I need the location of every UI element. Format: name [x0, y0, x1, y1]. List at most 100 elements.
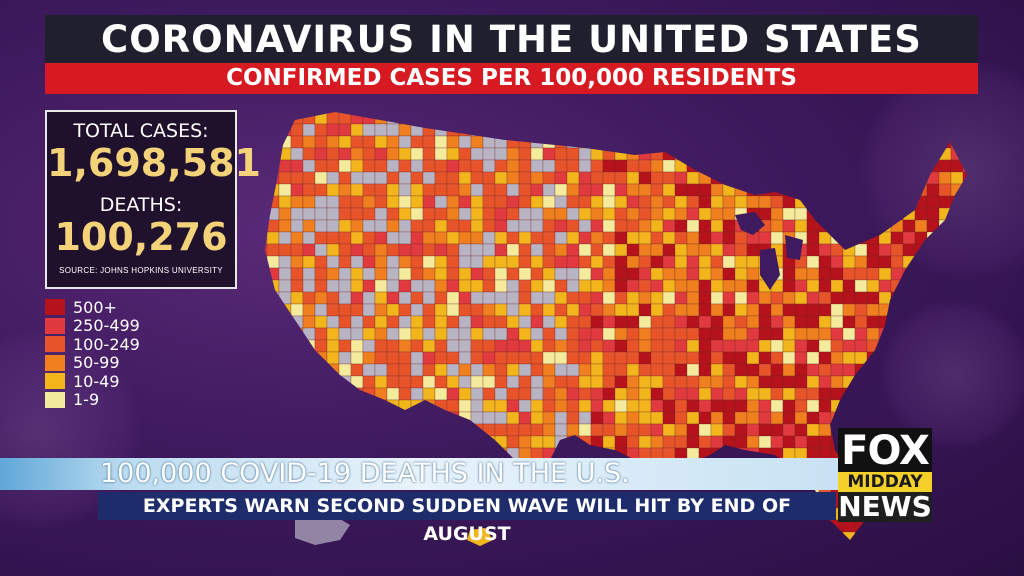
county-cell — [410, 159, 424, 173]
county-cell — [314, 183, 328, 197]
county-cell — [590, 112, 604, 113]
county-cell — [938, 495, 952, 509]
county-cell — [482, 159, 496, 173]
county-cell — [302, 291, 316, 305]
county-cell — [506, 243, 520, 257]
county-cell — [770, 112, 784, 113]
county-cell — [890, 363, 904, 377]
county-cell — [626, 219, 640, 233]
county-cell — [626, 171, 640, 185]
county-cell — [278, 291, 292, 305]
county-cell — [434, 112, 448, 113]
county-cell — [806, 531, 820, 540]
county-cell — [265, 267, 268, 281]
county-cell — [494, 147, 508, 161]
county-cell — [578, 135, 592, 149]
county-cell — [590, 243, 604, 257]
county-cell — [265, 351, 268, 365]
county-cell — [494, 267, 508, 281]
county-cell — [770, 519, 784, 533]
county-cell — [794, 399, 808, 413]
county-cell — [338, 159, 352, 173]
county-cell — [482, 351, 496, 365]
county-cell — [746, 375, 760, 389]
county-cell — [266, 399, 280, 413]
county-cell — [650, 171, 664, 185]
county-cell — [398, 399, 412, 413]
county-cell — [650, 435, 664, 449]
county-cell — [830, 171, 844, 185]
county-cell — [470, 435, 484, 449]
county-cell — [578, 183, 592, 197]
county-cell — [626, 531, 640, 540]
county-cell — [554, 243, 568, 257]
county-cell — [782, 195, 796, 209]
county-cell — [554, 112, 568, 125]
county-cell — [350, 255, 364, 269]
county-cell — [266, 315, 280, 329]
county-cell — [782, 339, 796, 353]
county-cell — [518, 123, 532, 137]
county-cell — [542, 219, 556, 233]
county-cell — [518, 291, 532, 305]
county-cell — [278, 519, 292, 533]
county-cell — [494, 435, 508, 449]
county-cell — [470, 159, 484, 173]
county-cell — [266, 147, 280, 161]
county-cell — [626, 399, 640, 413]
county-cell — [878, 279, 892, 293]
county-cell — [818, 195, 832, 209]
county-cell — [638, 279, 652, 293]
county-cell — [458, 351, 472, 365]
county-cell — [746, 363, 760, 377]
county-cell — [806, 112, 820, 125]
county-cell — [494, 112, 508, 125]
county-cell — [506, 375, 520, 389]
county-cell — [638, 435, 652, 449]
county-cell — [878, 351, 892, 365]
county-cell — [962, 495, 967, 509]
county-cell — [482, 243, 496, 257]
county-cell — [698, 291, 712, 305]
county-cell — [590, 351, 604, 365]
county-cell — [890, 171, 904, 185]
county-cell — [266, 435, 280, 449]
county-cell — [602, 255, 616, 269]
county-cell — [566, 315, 580, 329]
county-cell — [626, 267, 640, 281]
county-cell — [530, 207, 544, 221]
county-cell — [578, 387, 592, 401]
legend-item: 500+ — [45, 298, 140, 317]
county-cell — [866, 279, 880, 293]
county-cell — [410, 399, 424, 413]
county-cell — [350, 147, 364, 161]
county-cell — [591, 544, 603, 550]
county-cell — [278, 399, 292, 413]
county-cell — [662, 351, 676, 365]
county-cell — [398, 315, 412, 329]
county-cell — [938, 519, 952, 533]
county-cell — [698, 279, 712, 293]
county-cell — [686, 183, 700, 197]
county-cell — [926, 171, 940, 185]
county-cell — [458, 375, 472, 389]
county-cell — [890, 219, 904, 233]
county-cell — [638, 171, 652, 185]
county-cell — [458, 255, 472, 269]
county-cell — [614, 423, 628, 437]
county-cell — [890, 159, 904, 173]
source-note: SOURCE: JOHNS HOPKINS UNIVERSITY — [59, 266, 223, 275]
county-cell — [554, 375, 568, 389]
county-cell — [830, 207, 844, 221]
county-cell — [710, 147, 724, 161]
county-cell — [434, 243, 448, 257]
county-cell — [578, 327, 592, 341]
county-cell — [926, 279, 940, 293]
county-cell — [398, 159, 412, 173]
county-cell — [614, 519, 628, 533]
county-cell — [302, 423, 316, 437]
county-cell — [278, 195, 292, 209]
county-cell — [650, 112, 664, 125]
ticker-headline: 100,000 COVID-19 DEATHS IN THE U.S. — [100, 458, 630, 489]
county-cell — [698, 411, 712, 425]
